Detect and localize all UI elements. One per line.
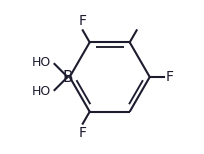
Text: F: F	[79, 126, 87, 140]
Text: F: F	[79, 14, 87, 28]
Text: HO: HO	[32, 85, 51, 98]
Text: HO: HO	[32, 56, 51, 69]
Text: F: F	[166, 70, 174, 84]
Text: B: B	[62, 69, 73, 85]
